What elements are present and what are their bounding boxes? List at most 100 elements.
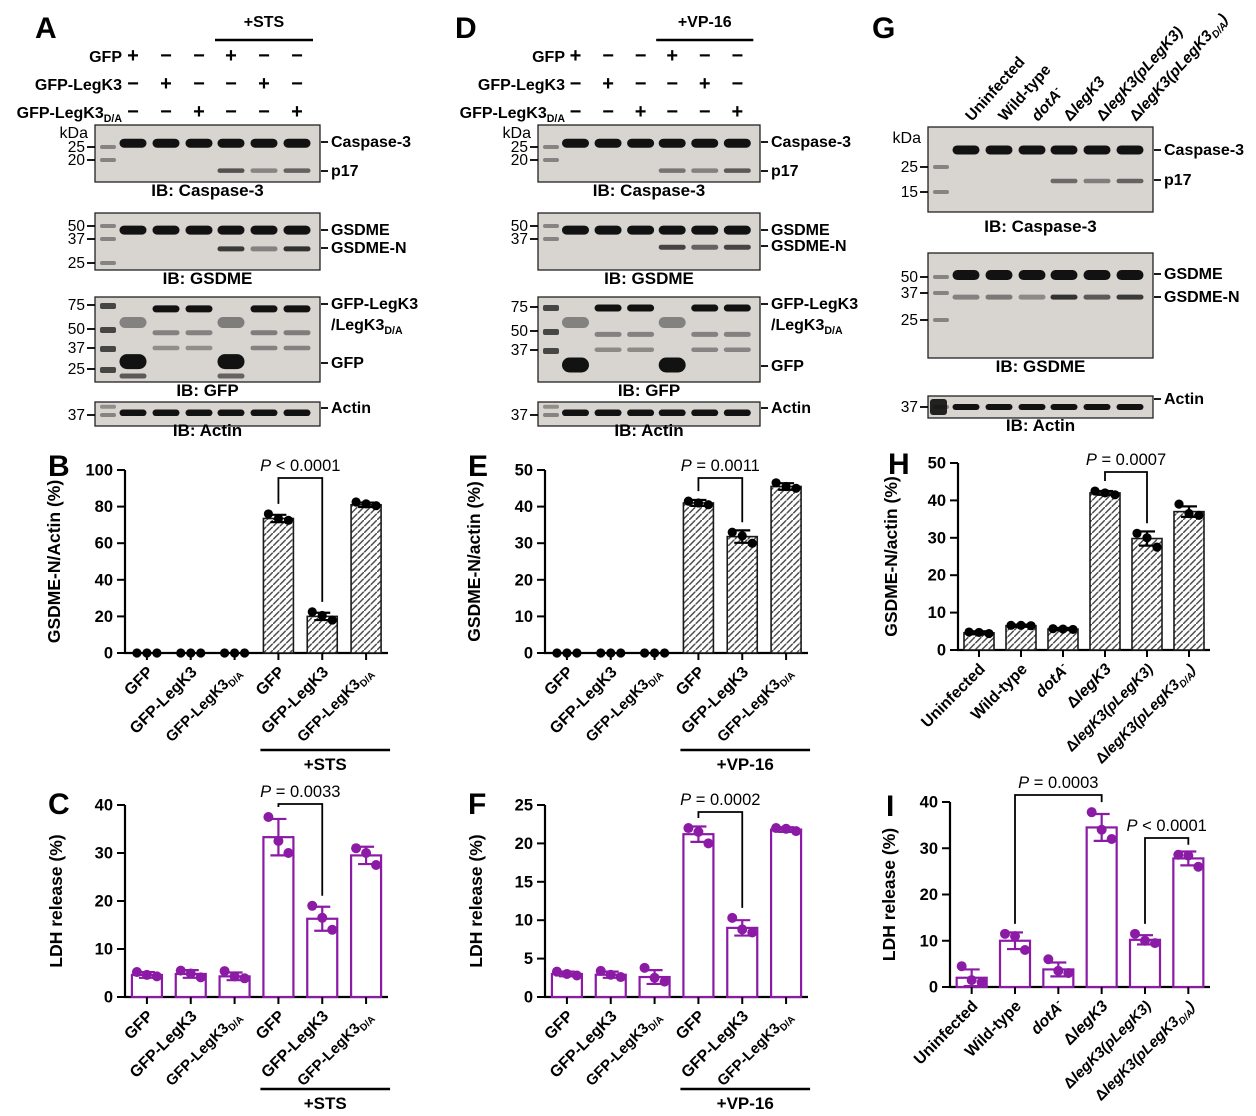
ladder-mark [933,165,949,169]
protein-band [1050,270,1078,281]
protein-band [217,354,245,370]
data-point [572,648,582,658]
ladder-mark [100,367,116,373]
p-value-label: P = 0.0033 [260,783,340,801]
blot: 75 50 37 25 GFP-LegK3/LegK3D/A GFP IB: GFP [68,296,418,400]
ladder-mark [100,158,116,162]
data-point [771,478,781,488]
condition-sign: − [699,45,711,67]
protein-band [691,138,719,148]
kda-marker-label: 37 [68,231,85,248]
kda-marker-label: 20 [68,152,86,169]
kda-marker-label: 37 [511,407,528,424]
category-label: GFP [541,664,577,700]
data-point [1000,928,1010,939]
ladder-mark [543,224,559,228]
band-label: GSDME-N [331,240,407,257]
protein-band [985,404,1013,410]
data-point [1053,965,1064,976]
data-point [727,527,737,537]
protein-band [185,225,213,235]
data-point [747,927,758,938]
condition-sign: − [258,101,270,123]
panel-A: GFP + − − + − −GFP-LegK3− + − − + −GFP-LegK3D/A − − + −… [17,14,419,440]
bar [262,517,295,654]
protein-band [250,225,278,235]
ladder-mark [933,275,949,279]
condition-sign: + [602,73,614,95]
significance-bracket [277,477,324,602]
data-point [361,499,371,509]
protein-band [594,138,622,148]
data-point [639,962,650,973]
condition-sign: − [291,73,303,95]
kda-marker-label: 25 [901,312,918,329]
protein-band [250,138,278,148]
protein-band [985,270,1013,281]
blot-membrane [94,124,321,183]
y-tick-label: 100 [85,462,113,480]
condition-sign: + [193,101,205,123]
p-value-label: P = 0.0002 [680,791,760,809]
condition-label: GFP-LegK3 [35,77,122,94]
condition-sign: − [635,73,647,95]
condition-sign: + [160,73,172,95]
data-point [596,648,606,658]
data-point [361,848,372,858]
protein-band [723,331,751,337]
condition-sign: − [570,101,582,123]
data-point [219,648,230,658]
band-label: /LegK3D/A [771,317,843,337]
protein-band [217,138,245,148]
data-point [1006,620,1016,630]
y-tick-label: 0 [104,989,113,1007]
protein-band [250,330,278,336]
data-point [616,648,626,658]
data-point [693,826,704,837]
ladder-mark [100,303,116,309]
protein-band [952,270,980,281]
y-tick-label: 20 [928,567,946,585]
data-point [1020,945,1030,955]
condition-label: GFP [532,49,565,66]
data-point [595,965,606,976]
ladder-mark [543,305,559,311]
protein-band [250,305,278,313]
category-label: GFP [673,664,709,700]
data-point [273,836,284,846]
protein-band [1018,294,1046,300]
y-axis-title: LDH release (%) [466,834,486,967]
data-point [263,812,274,822]
y-tick-label: 0 [929,979,938,997]
protein-band [594,409,622,417]
kda-marker-label: 25 [901,159,918,176]
data-point [791,826,802,837]
data-point [561,968,572,979]
protein-band [561,225,589,235]
protein-band [283,305,311,313]
protein-band [119,373,147,379]
y-axis-title: GSDME-N/Actin (%) [44,480,64,643]
data-point [283,515,294,525]
blot: kDa 25 15 Caspase-3 p17 IB: Caspase-3 [893,126,1244,236]
data-point [683,823,694,834]
y-tick-label: 40 [920,794,938,812]
panel-letter-I: I [886,790,894,823]
protein-band [723,409,751,417]
kda-marker-label: 50 [511,323,529,340]
kda-marker-label: 50 [901,269,919,286]
y-tick-label: 30 [95,845,113,863]
protein-band [594,331,622,337]
band-label: GFP-LegK3 [331,296,418,313]
data-point [219,966,230,977]
blot-membrane [927,252,1154,359]
protein-band [985,145,1013,155]
ladder-mark [100,237,116,241]
protein-band [1116,178,1144,184]
bar [1085,826,1118,989]
y-tick-label: 10 [95,941,113,959]
condition-sign: + [666,45,678,67]
data-point [327,615,337,625]
data-point [781,823,792,834]
